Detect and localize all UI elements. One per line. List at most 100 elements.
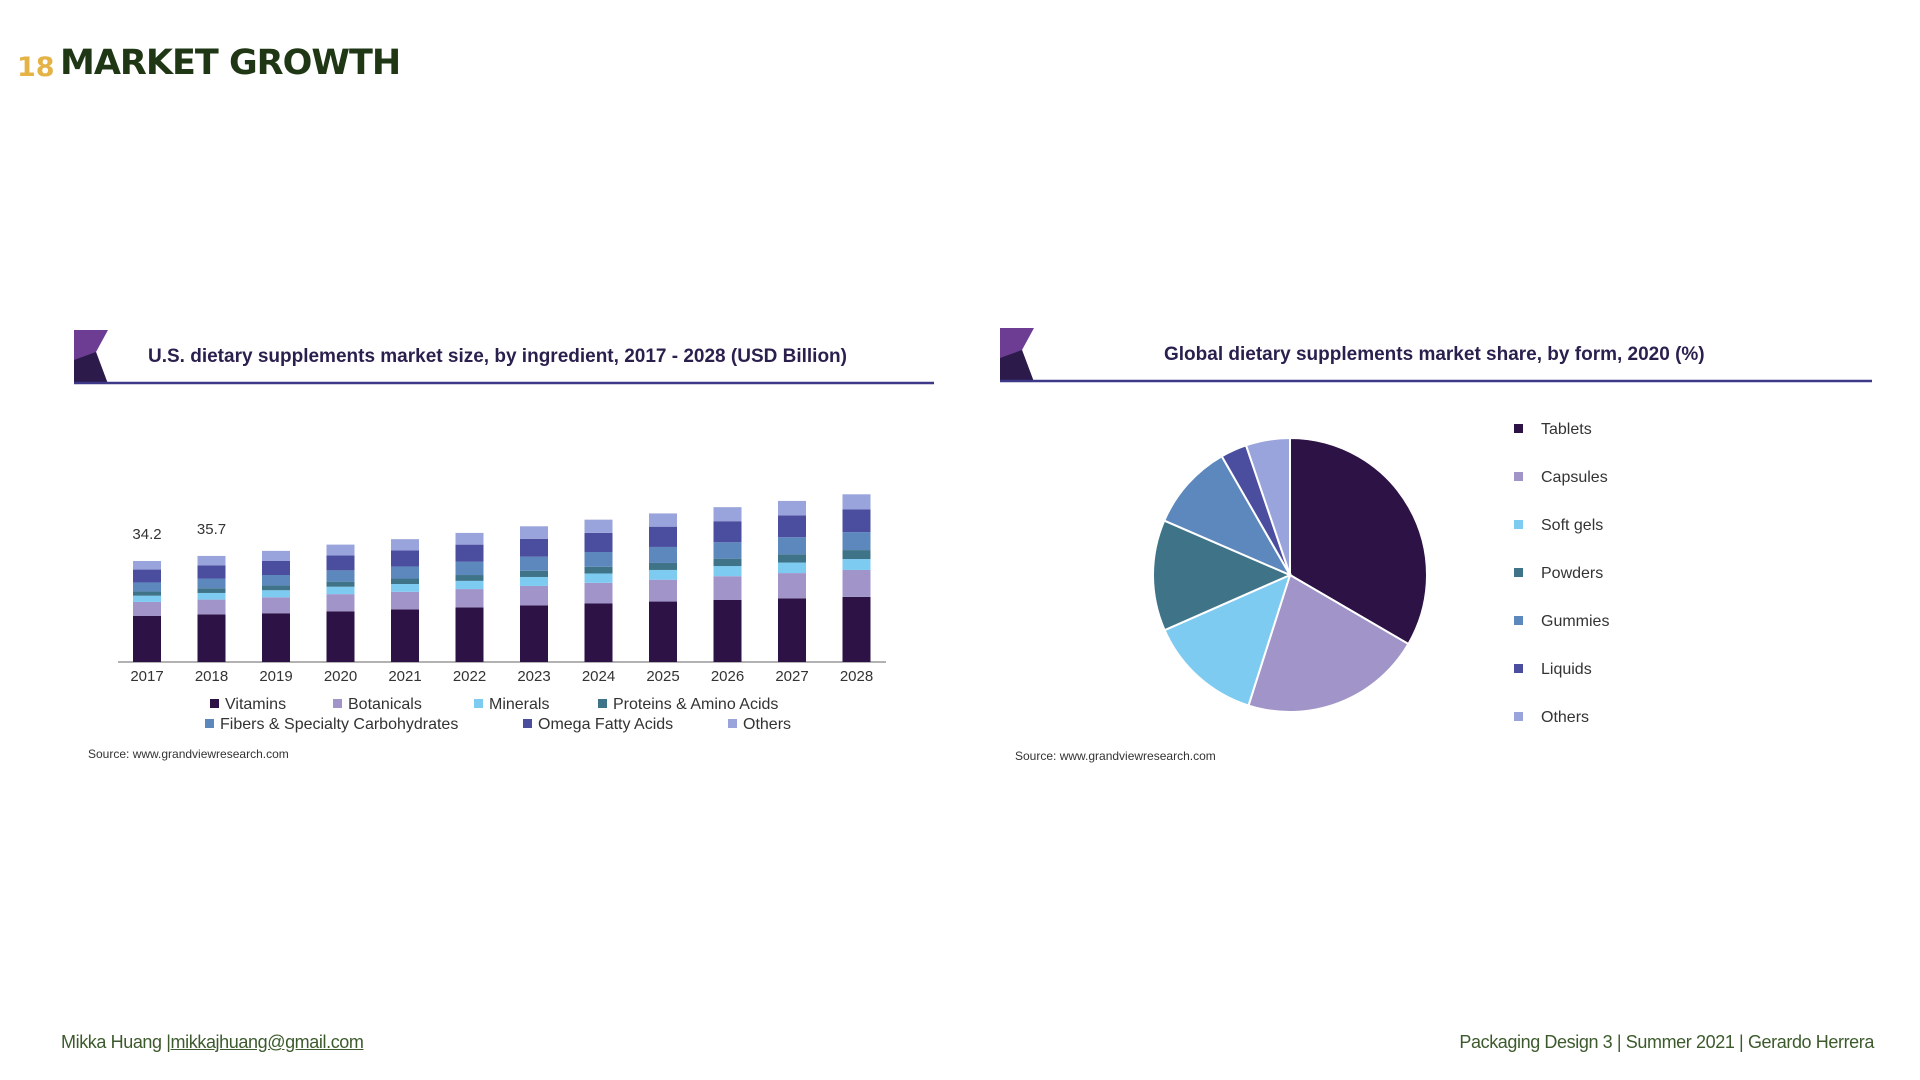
legend-item: Capsules: [1514, 469, 1608, 486]
bar-segment: [584, 552, 613, 567]
bar-segment: [133, 601, 161, 616]
bar-segment: [326, 544, 355, 556]
bar-segment: [649, 526, 677, 547]
legend-swatch: [1514, 616, 1523, 625]
footer-author: Mikka Huang |mikkajhuang@gmail.com: [61, 1032, 364, 1053]
bar-stack-2017: [133, 560, 161, 662]
bar-segment: [455, 575, 484, 581]
bar-stack-2027: [778, 500, 806, 662]
legend-swatch: [598, 699, 607, 708]
pie-slice-others: [1244, 436, 1291, 576]
legend-label: Others: [1541, 709, 1589, 726]
data-label: 35.7: [197, 521, 226, 538]
legend-item: Proteins & Amino Acids: [598, 696, 778, 713]
pie-chart-header: Global dietary supplements market share,…: [1000, 328, 1872, 383]
bar-segment: [842, 509, 871, 533]
course-name: Packaging Design 3: [1459, 1032, 1613, 1052]
bar-segment: [262, 575, 290, 586]
bar-segment: [520, 538, 548, 557]
legend-label: Capsules: [1541, 469, 1608, 486]
legend-swatch: [333, 699, 342, 708]
bar-stack-2020: [326, 544, 355, 662]
bar-stack-2026: [713, 507, 742, 662]
bar-segment: [391, 609, 419, 662]
bar-segment: [584, 603, 613, 662]
bar-segment: [326, 570, 355, 582]
bar-segment: [133, 569, 161, 583]
bar-segment: [262, 585, 290, 591]
legend-swatch: [210, 699, 219, 708]
bar-segment: [391, 584, 419, 592]
x-tick-label: 2026: [711, 668, 744, 685]
pie-slice-powders: [1152, 519, 1293, 632]
legend-label: Gummies: [1541, 613, 1609, 630]
legend-label: Others: [743, 716, 791, 733]
bar-segment: [197, 614, 226, 662]
bar-segment: [391, 550, 419, 567]
bar-segment: [197, 565, 226, 579]
author-name: Mikka Huang: [61, 1032, 162, 1052]
legend-item: Omega Fatty Acids: [523, 716, 673, 733]
pie-slice-soft-gels: [1163, 573, 1292, 707]
bar-segment: [713, 507, 742, 522]
x-tick-label: 2018: [195, 668, 228, 685]
bar-segment: [584, 566, 613, 574]
data-label: 34.2: [132, 526, 161, 543]
legend-label: Liquids: [1541, 661, 1592, 678]
bar-segment: [326, 594, 355, 612]
bar-segment: [262, 590, 290, 598]
legend-item: Fibers & Specialty Carbohydrates: [205, 716, 458, 733]
bar-segment: [197, 592, 226, 600]
footer-separator: |: [1616, 1032, 1622, 1052]
footer-separator: |: [1739, 1032, 1744, 1052]
legend-swatch: [1514, 472, 1523, 481]
legend-label: Proteins & Amino Acids: [613, 696, 778, 713]
bar-stack-2023: [520, 526, 548, 662]
legend-label: Fibers & Specialty Carbohydrates: [220, 716, 458, 733]
bar-segment: [197, 599, 226, 615]
bar-stack-2022: [455, 532, 484, 662]
bar-segment: [520, 585, 548, 606]
bar-segment: [391, 539, 419, 551]
legend-swatch: [523, 719, 532, 728]
legend-item: Tablets: [1514, 421, 1592, 438]
legend-label: Soft gels: [1541, 517, 1603, 534]
x-tick-label: 2025: [646, 668, 679, 685]
legend-swatch: [1514, 568, 1523, 577]
bar-segment: [391, 591, 419, 610]
legend-item: Liquids: [1514, 661, 1592, 678]
legend-swatch: [205, 719, 214, 728]
legend-item: Others: [728, 716, 791, 733]
legend-swatch: [1514, 664, 1523, 673]
author-email-link[interactable]: mikkajhuang@gmail.com: [170, 1032, 364, 1052]
bar-segment: [649, 579, 677, 602]
legend-item: Others: [1514, 709, 1589, 726]
legend-label: Omega Fatty Acids: [538, 716, 673, 733]
bar-segment: [262, 550, 290, 561]
bar-segment: [649, 513, 677, 527]
bar-segment: [197, 588, 226, 593]
pie-chart-source: Source: www.grandviewresearch.com: [1015, 749, 1216, 763]
bar-segment: [778, 537, 806, 555]
legend-item: Vitamins: [210, 696, 286, 713]
x-tick-label: 2020: [324, 668, 357, 685]
legend-label: Minerals: [489, 696, 549, 713]
bar-segment: [649, 546, 677, 563]
bar-segment: [262, 613, 290, 662]
bar-segment: [133, 595, 161, 602]
bar-segment: [778, 500, 806, 516]
bar-segment: [326, 611, 355, 662]
bar-segment: [713, 558, 742, 567]
x-tick-label: 2028: [840, 668, 873, 685]
bar-segment: [520, 605, 548, 662]
bar-segment: [842, 569, 871, 597]
bar-chart-source: Source: www.grandviewresearch.com: [88, 747, 289, 761]
bar-segment: [842, 559, 871, 570]
bar-chart-title: U.S. dietary supplements market size, by…: [148, 346, 847, 367]
x-tick-label: 2024: [582, 668, 615, 685]
bar-segment: [391, 566, 419, 579]
bar-segment: [133, 582, 161, 592]
bar-stack-2024: [584, 519, 613, 662]
bar-chart-header: U.S. dietary supplements market size, by…: [74, 330, 934, 385]
